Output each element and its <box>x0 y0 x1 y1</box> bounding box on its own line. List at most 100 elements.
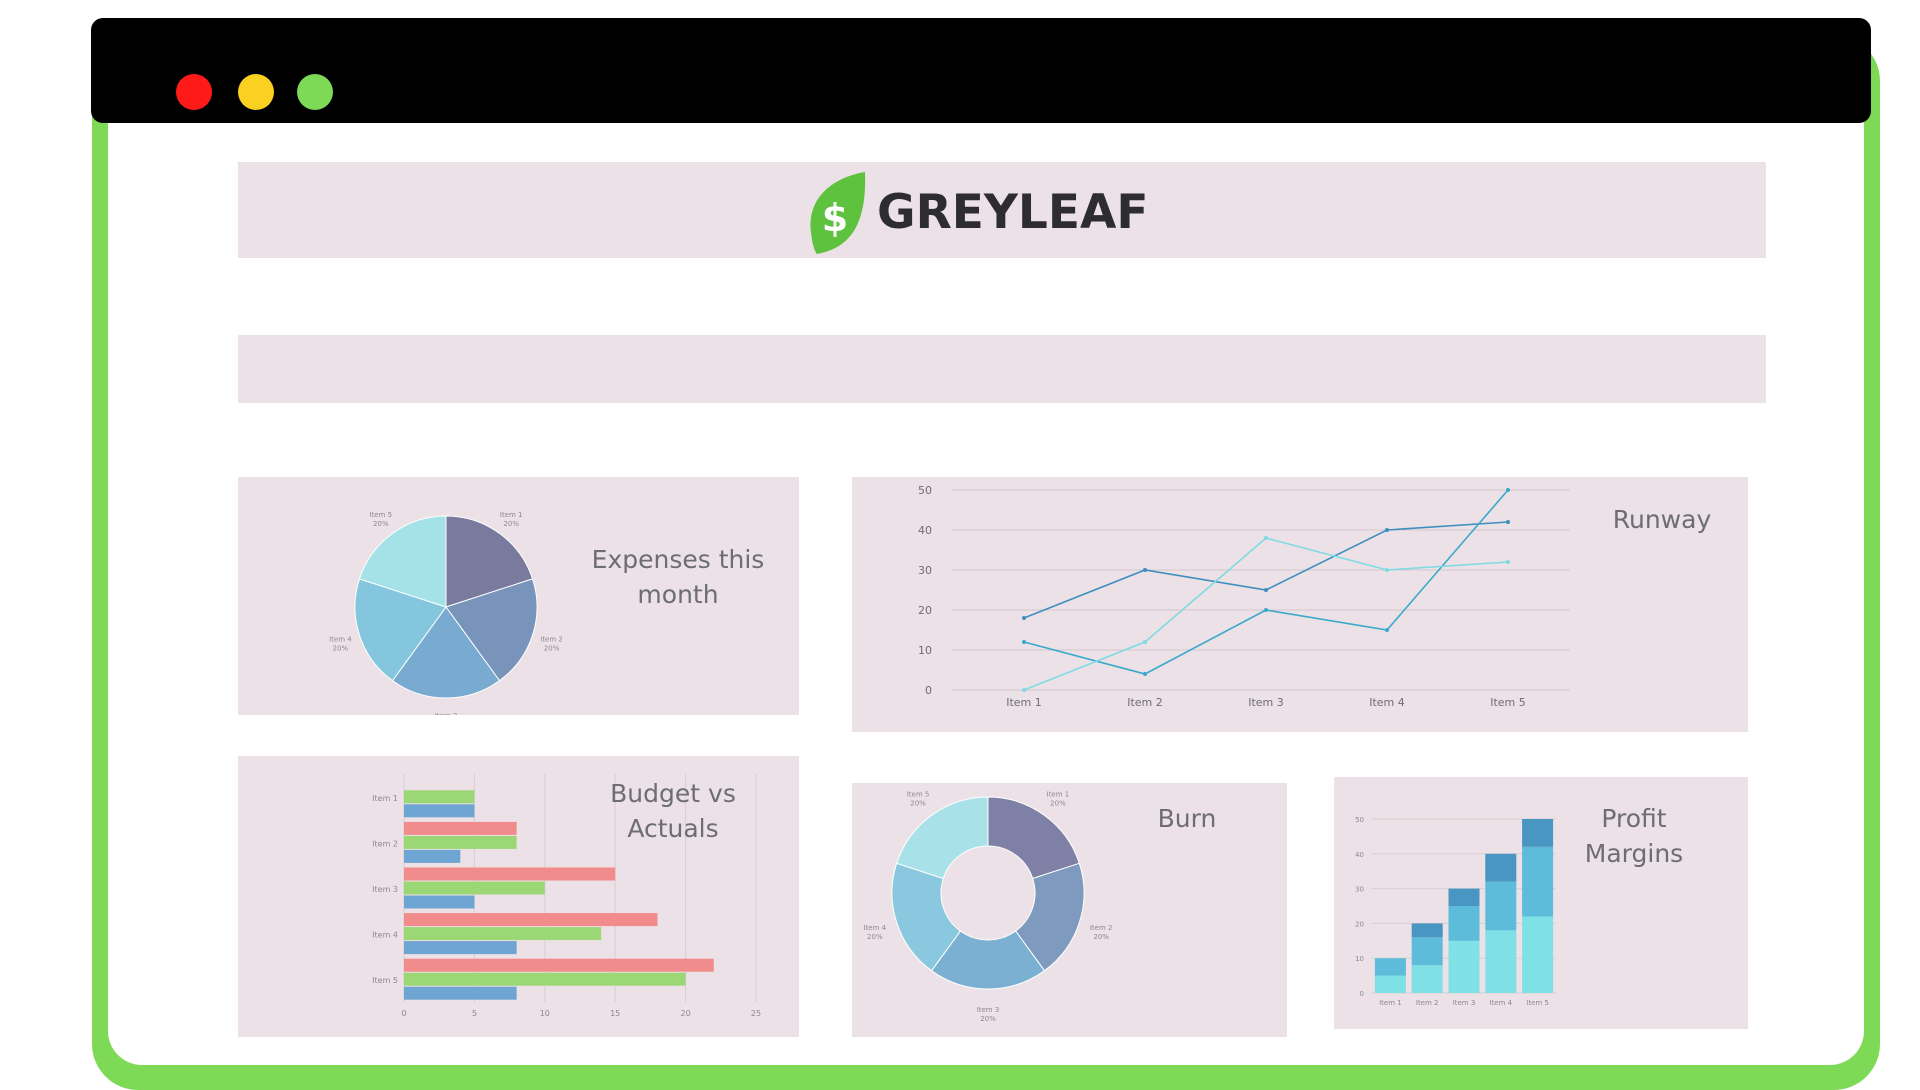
runway-card: 0 10 20 30 40 50 Item 1 Item 2 Item 3 Item 4 Item … <box>852 477 1748 732</box>
budget-bar-chart: 0 5 10 15 20 25 Item 1 Item 2 Item 3 Item 4 Item 5 <box>372 774 761 1018</box>
expenses-pie-chart: Item 120%Item 220%Item 320%Item 420%Item… <box>329 511 563 715</box>
x-tick-label-0: Item 1 <box>1006 696 1042 709</box>
header-banner <box>238 162 1766 258</box>
series-point-1-2 <box>1143 568 1147 572</box>
slice-percent-5: 20% <box>910 800 926 808</box>
pie-slice-5 <box>358 515 447 608</box>
stack-bar-3-4 <box>1485 853 1517 882</box>
pie-slice-3 <box>391 606 501 699</box>
slice-label-1: Item 1 <box>1047 791 1070 799</box>
series-point-2-2 <box>1143 672 1147 676</box>
bar-1-4 <box>404 913 658 927</box>
close-window-button[interactable] <box>176 74 212 110</box>
stack-bar-1-2 <box>1411 965 1443 993</box>
y-tick-label-3: 30 <box>1355 886 1364 894</box>
slice-percent-4: 20% <box>867 933 883 941</box>
stack-bar-2-3 <box>1448 906 1480 941</box>
series-point-2-3 <box>1264 608 1268 612</box>
bar-3-5 <box>404 986 517 1000</box>
y-tick-label-2: Item 3 <box>372 885 398 894</box>
y-tick-label-1: 10 <box>1355 955 1364 963</box>
x-tick-label-0: 0 <box>401 1009 406 1018</box>
stack-bar-3-3 <box>1448 888 1480 906</box>
bar-3-2 <box>404 849 461 863</box>
series-point-1-4 <box>1385 528 1389 532</box>
series-point-1-1 <box>1022 616 1026 620</box>
slice-label-2: Item 2 <box>1090 924 1113 932</box>
slice-label-5: Item 5 <box>369 511 392 519</box>
y-tick-label-4: Item 5 <box>372 976 398 985</box>
pie-slice-4 <box>354 578 447 682</box>
bar-3-3 <box>404 895 475 909</box>
series-point-3-4 <box>1385 568 1389 572</box>
minimize-window-button[interactable] <box>238 74 274 110</box>
brand-logo: $ GREYLEAF <box>805 170 1148 255</box>
slice-percent-2: 20% <box>1093 933 1109 941</box>
y-tick-label-1: 10 <box>918 644 932 657</box>
slice-label-5: Item 5 <box>907 791 930 799</box>
slice-label-4: Item 4 <box>329 635 352 643</box>
series-line-2 <box>1023 489 1509 675</box>
slice-percent-3: 20% <box>980 1015 996 1023</box>
x-tick-label-2: Item 3 <box>1248 696 1284 709</box>
stack-bar-1-3 <box>1448 940 1480 993</box>
stack-bar-2-5 <box>1522 846 1554 917</box>
y-tick-label-0: Item 1 <box>372 794 398 803</box>
budget-title: Budget vs Actuals <box>610 779 736 843</box>
expenses-title: Expenses this month <box>591 545 765 609</box>
x-tick-label-3: Item 4 <box>1489 999 1512 1007</box>
bar-1-5 <box>404 958 714 972</box>
bar-1-2 <box>404 821 517 835</box>
y-tick-label-4: 40 <box>918 524 932 537</box>
x-tick-label-1: 5 <box>472 1009 477 1018</box>
stack-bar-2-2 <box>1411 937 1443 966</box>
x-tick-label-1: Item 2 <box>1416 999 1439 1007</box>
y-tick-label-2: 20 <box>1355 920 1364 928</box>
x-tick-label-0: Item 1 <box>1379 999 1402 1007</box>
burn-title: Burn <box>1157 804 1217 833</box>
pie-slice-1 <box>445 515 534 608</box>
profit-title: Profit Margins <box>1584 804 1684 868</box>
stack-bar-3-5 <box>1522 819 1554 847</box>
stack-bar-1-4 <box>1485 930 1517 993</box>
x-tick-label-3: 15 <box>610 1009 620 1018</box>
slice-label-4: Item 4 <box>864 924 887 932</box>
slice-label-3: Item 3 <box>977 1006 1000 1014</box>
runway-title: Runway <box>1612 505 1712 534</box>
maximize-window-button[interactable] <box>297 74 333 110</box>
y-tick-label-2: 20 <box>918 604 932 617</box>
burn-donut-chart: Item 120%Item 220%Item 320%Item 420%Item… <box>864 791 1113 1023</box>
slice-percent-1: 20% <box>1050 800 1066 808</box>
series-point-1-3 <box>1264 588 1268 592</box>
series-point-3-5 <box>1506 560 1510 564</box>
series-point-3-1 <box>1022 688 1026 692</box>
x-tick-label-4: 20 <box>681 1009 691 1018</box>
pie-slice-2 <box>445 578 538 682</box>
bar-3-4 <box>404 941 517 955</box>
y-tick-label-4: 40 <box>1355 851 1364 859</box>
series-point-2-5 <box>1506 488 1510 492</box>
y-tick-label-0: 0 <box>1360 990 1364 998</box>
series-point-2-4 <box>1385 628 1389 632</box>
y-tick-label-5: 50 <box>1355 816 1364 824</box>
x-tick-label-2: 10 <box>540 1009 550 1018</box>
slice-percent-5: 20% <box>373 520 389 528</box>
y-tick-label-5: 50 <box>918 484 932 497</box>
leaf-dollar-icon: $ <box>810 171 866 254</box>
stack-bar-2-4 <box>1485 881 1517 931</box>
runway-line-chart: 0 10 20 30 40 50 Item 1 Item 2 Item 3 Item 4 Item … <box>918 484 1570 709</box>
x-tick-label-5: 25 <box>751 1009 761 1018</box>
slice-percent-4: 20% <box>333 644 349 652</box>
slice-percent-1: 20% <box>503 520 519 528</box>
toolbar-banner <box>238 335 1766 403</box>
x-tick-label-2: Item 3 <box>1453 999 1476 1007</box>
slice-label-2: Item 2 <box>540 635 563 643</box>
x-tick-label-3: Item 4 <box>1369 696 1405 709</box>
slice-label-1: Item 1 <box>500 511 523 519</box>
y-tick-label-0: 0 <box>925 684 932 697</box>
bar-2-4 <box>404 927 602 941</box>
slice-label-3: Item 3 <box>435 712 458 715</box>
series-point-3-3 <box>1264 536 1268 540</box>
bar-3-1 <box>404 804 475 818</box>
stack-bar-3-2 <box>1411 923 1443 938</box>
